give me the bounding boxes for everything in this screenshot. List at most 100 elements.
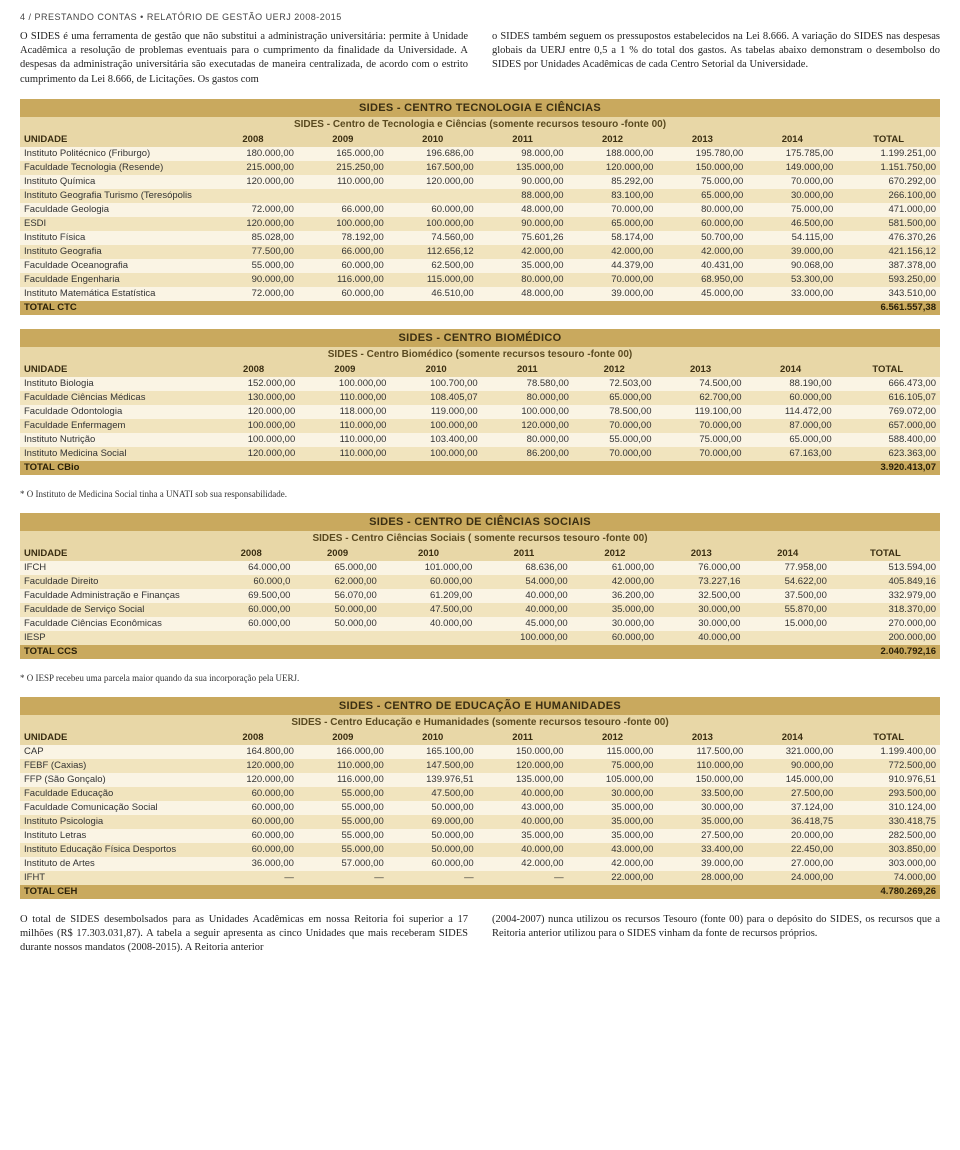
- table-cell: Faculdade Ciências Médicas: [20, 391, 208, 405]
- table-cell: 35.000,00: [568, 829, 658, 843]
- table-cell: 120.000,00: [388, 175, 478, 189]
- table-cell: 56.070,00: [294, 589, 380, 603]
- table-cell: 70.000,00: [568, 203, 658, 217]
- table-cell: 266.100,00: [837, 189, 940, 203]
- table-cell: 60.000,00: [298, 259, 388, 273]
- table-cell: 69.000,00: [388, 815, 478, 829]
- table-cell: 57.000,00: [298, 857, 388, 871]
- table-cell: Instituto de Artes: [20, 857, 208, 871]
- table-cell: 60.000,00: [746, 391, 836, 405]
- table-cell: 36.200,00: [572, 589, 658, 603]
- column-header: 2014: [747, 132, 837, 147]
- column-header: 2008: [208, 362, 299, 377]
- table-cell: Faculdade Ciências Econômicas: [20, 617, 208, 631]
- table-cell: 69.500,00: [208, 589, 294, 603]
- table-cell: 50.000,00: [388, 829, 478, 843]
- table-title: SIDES - CENTRO TECNOLOGIA E CIÊNCIAS: [20, 99, 940, 117]
- table-cell: 303.850,00: [837, 843, 940, 857]
- table-cell: 110.000,00: [298, 175, 388, 189]
- table-cell: 476.370,26: [837, 231, 940, 245]
- table-cell: 119.000,00: [390, 405, 481, 419]
- table-row: Instituto Biologia152.000,00100.000,0010…: [20, 377, 940, 391]
- table-cell: 90.000,00: [478, 175, 568, 189]
- table-cell: 70.000,00: [747, 175, 837, 189]
- table-cell: 110.000,00: [299, 419, 390, 433]
- table-cell: 20.000,00: [747, 829, 837, 843]
- table-row: ESDI120.000,00100.000,00100.000,0090.000…: [20, 217, 940, 231]
- table-cell: 1.151.750,00: [837, 161, 940, 175]
- table-cell: Faculdade Administração e Finanças: [20, 589, 208, 603]
- table-cell: 100.000,00: [388, 217, 478, 231]
- table-cell: 30.000,00: [657, 801, 747, 815]
- table-cell: 62.500,00: [388, 259, 478, 273]
- column-header: 2011: [476, 546, 571, 561]
- table-cell: 35.000,00: [572, 603, 658, 617]
- table-cell: 120.000,00: [208, 773, 298, 787]
- total-cell: [390, 461, 481, 475]
- table-row: Instituto Matemática Estatística72.000,0…: [20, 287, 940, 301]
- table-cell: 114.472,00: [746, 405, 836, 419]
- table-cell: 110.000,00: [298, 759, 388, 773]
- table-row: Instituto Politécnico (Friburgo)180.000,…: [20, 147, 940, 161]
- table-cell: 657.000,00: [836, 419, 940, 433]
- table-cell: 48.000,00: [478, 287, 568, 301]
- table-block: SIDES - CENTRO DE EDUCAÇÃO E HUMANIDADES…: [20, 697, 940, 899]
- table-cell: ESDI: [20, 217, 208, 231]
- total-cell: 2.040.792,16: [831, 645, 940, 659]
- total-cell: [747, 885, 837, 899]
- column-header: 2008: [208, 132, 298, 147]
- page-header: 4 / PRESTANDO CONTAS • RELATÓRIO DE GEST…: [20, 12, 940, 22]
- total-cell: [208, 301, 298, 315]
- table-cell: 581.500,00: [837, 217, 940, 231]
- table-cell: 200.000,00: [831, 631, 940, 645]
- column-header: 2013: [656, 362, 746, 377]
- table-cell: 55.870,00: [744, 603, 830, 617]
- table-cell: 33.000,00: [747, 287, 837, 301]
- column-header: 2009: [298, 132, 388, 147]
- table-cell: 30.000,00: [658, 603, 744, 617]
- table-cell: 120.000,00: [478, 759, 568, 773]
- table-row: Faculdade Ciências Médicas130.000,00110.…: [20, 391, 940, 405]
- table-row: Instituto Educação Física Desportos60.00…: [20, 843, 940, 857]
- table-cell: 152.000,00: [208, 377, 299, 391]
- total-cell: [294, 645, 380, 659]
- table-cell: 343.510,00: [837, 287, 940, 301]
- table-subtitle: SIDES - Centro Ciências Sociais ( soment…: [20, 531, 940, 546]
- table-cell: 100.000,00: [390, 447, 481, 461]
- table-cell: 50.000,00: [294, 603, 380, 617]
- total-cell: [298, 301, 388, 315]
- table-cell: 42.000,00: [572, 575, 658, 589]
- table-cell: 66.000,00: [298, 245, 388, 259]
- table-cell: 40.000,00: [476, 603, 571, 617]
- column-header: 2013: [657, 730, 747, 745]
- table-cell: 50.000,00: [388, 801, 478, 815]
- table-cell: 22.000,00: [568, 871, 658, 885]
- table-cell: 145.000,00: [747, 773, 837, 787]
- table-cell: 85.292,00: [568, 175, 658, 189]
- table-cell: 73.227,16: [658, 575, 744, 589]
- column-header: 2009: [298, 730, 388, 745]
- table-row: Faculdade Geologia72.000,0066.000,0060.0…: [20, 203, 940, 217]
- table-cell: 120.000,00: [482, 419, 573, 433]
- table-row: Faculdade Direito60.000,062.000,0060.000…: [20, 575, 940, 589]
- outro-left: O total de SIDES desembolsados para as U…: [20, 913, 468, 956]
- table-cell: 74.560,00: [388, 231, 478, 245]
- column-header: TOTAL: [831, 546, 940, 561]
- table-cell: 46.500,00: [747, 217, 837, 231]
- table-cell: 166.000,00: [298, 745, 388, 759]
- table-cell: Faculdade Geologia: [20, 203, 208, 217]
- column-header: 2012: [568, 730, 658, 745]
- table-cell: 100.000,00: [208, 433, 299, 447]
- table-cell: 60.000,00: [208, 787, 298, 801]
- table-cell: 77.958,00: [744, 561, 830, 575]
- table-cell: 44.379,00: [568, 259, 658, 273]
- table-cell: —: [478, 871, 568, 885]
- table-cell: 45.000,00: [657, 287, 747, 301]
- column-header: TOTAL: [837, 730, 940, 745]
- table-cell: Faculdade Tecnologia (Resende): [20, 161, 208, 175]
- table-row: Instituto Letras60.000,0055.000,0050.000…: [20, 829, 940, 843]
- column-header: 2012: [573, 362, 656, 377]
- table-cell: 75.000,00: [657, 175, 747, 189]
- table-cell: Instituto Politécnico (Friburgo): [20, 147, 208, 161]
- table-cell: 100.000,00: [299, 377, 390, 391]
